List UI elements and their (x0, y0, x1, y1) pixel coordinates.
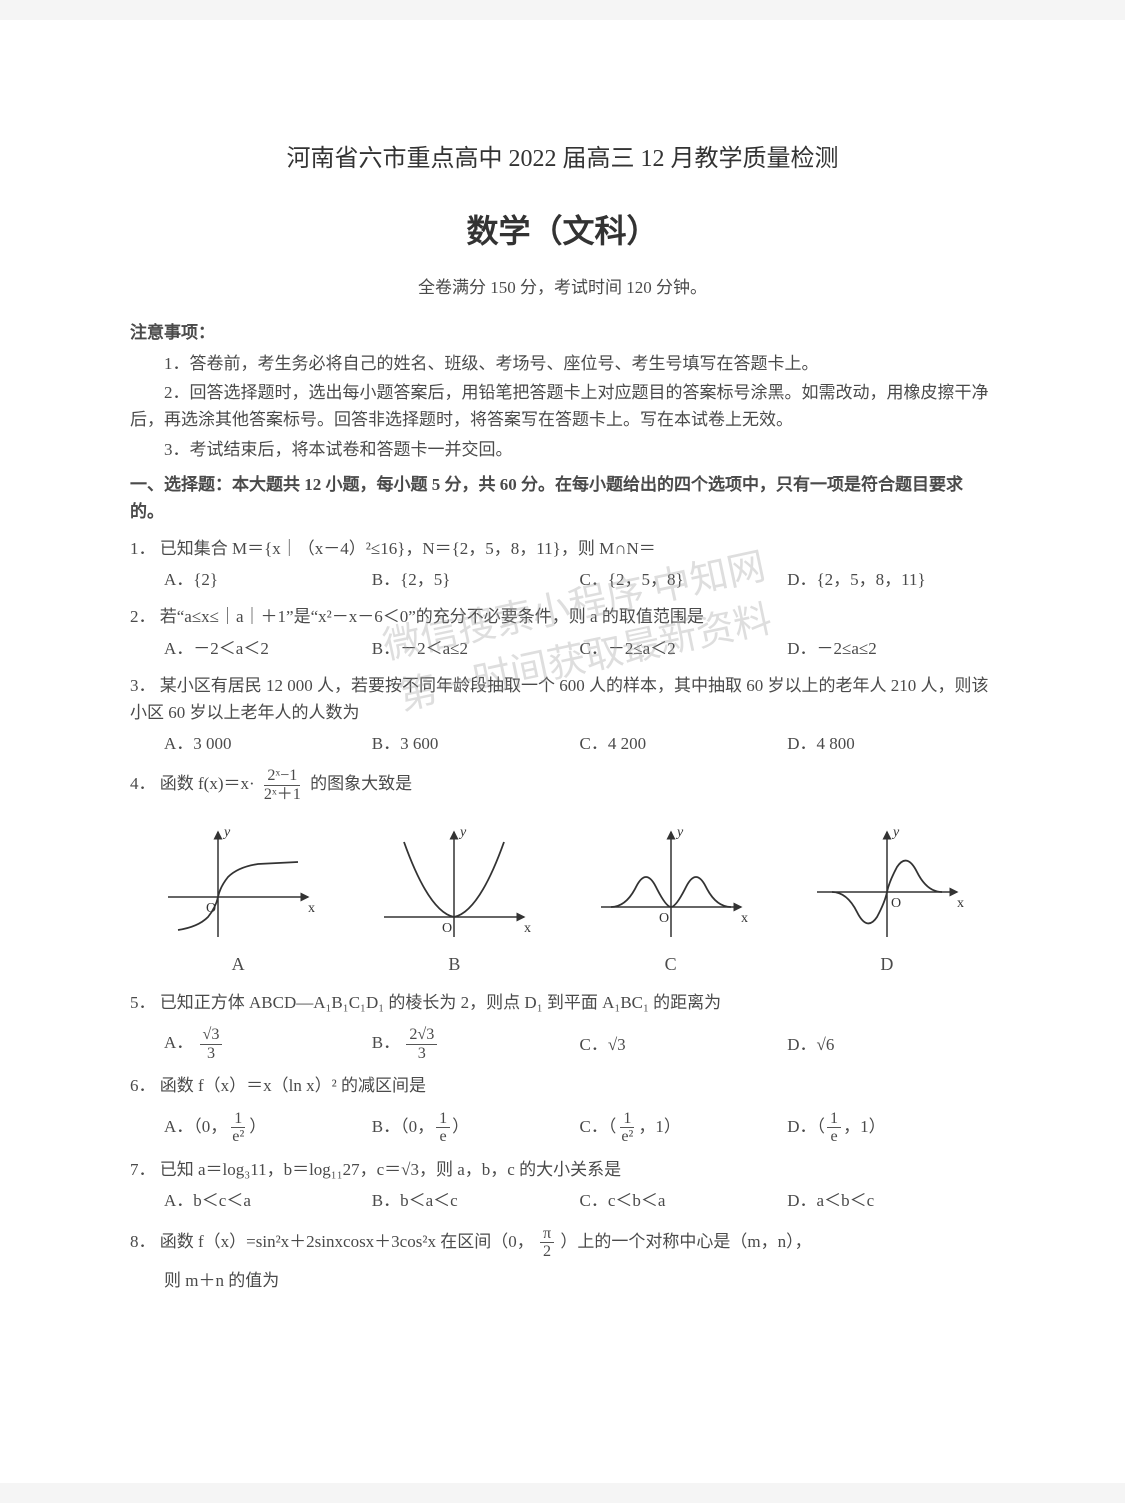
q1-opt-d: D．{2，5，8，11} (787, 566, 995, 593)
graph-d-o-label: O (891, 896, 901, 911)
notice-item-3: 3．考试结束后，将本试卷和答题卡一并交回。 (130, 436, 995, 463)
q5-num: 5． (130, 993, 156, 1012)
graph-b-label: B (364, 950, 544, 979)
graph-b-y-label: y (458, 825, 467, 840)
question-5: 5． 已知正方体 ABCD—A₁B₁C₁D₁ 的棱长为 2，则点 D₁ 到平面 … (130, 989, 995, 1016)
q5-opt-c: C．√3 (580, 1031, 788, 1058)
graph-b-o-label: O (442, 921, 452, 936)
q3-num: 3． (130, 676, 156, 695)
notice-item-1: 1．答卷前，考生务必将自己的姓名、班级、考场号、座位号、考生号填写在答题卡上。 (130, 350, 995, 377)
exam-page: 微信搜索小程序 中知网 第一时间获取最新资料 河南省六市重点高中 2022 届高… (0, 20, 1125, 1483)
q6-num: 6． (130, 1076, 156, 1095)
question-2: 2． 若“a≤x≤｜a｜＋1”是“x²－x－6＜0”的充分不必要条件，则 a 的… (130, 603, 995, 630)
graph-c-svg: x y O (591, 822, 751, 942)
exam-header-info: 全卷满分 150 分，考试时间 120 分钟。 (130, 274, 995, 301)
q5-text: 已知正方体 ABCD—A₁B₁C₁D₁ 的棱长为 2，则点 D₁ 到平面 A₁B… (160, 993, 721, 1012)
graph-d-label: D (797, 950, 977, 979)
graph-c-label: C (581, 950, 761, 979)
q6-text: 函数 f（x）＝x（ln x）² 的减区间是 (160, 1076, 426, 1095)
q2-opt-a: A．－2＜a＜2 (164, 635, 372, 662)
graph-a-x-label: x (308, 901, 315, 916)
q2-opt-b: B．－2＜a≤2 (372, 635, 580, 662)
q3-opt-c: C．4 200 (580, 730, 788, 757)
graph-a-y-label: y (222, 825, 231, 840)
q4-graphs: x y O A x y O B (130, 822, 995, 979)
q1-opt-c: C．{2，5，8} (580, 566, 788, 593)
q3-opt-d: D．4 800 (787, 730, 995, 757)
q1-num: 1． (130, 539, 156, 558)
graph-d-y-label: y (891, 825, 900, 840)
q3-opt-b: B．3 600 (372, 730, 580, 757)
q8-num: 8． (130, 1232, 156, 1251)
q3-options: A．3 000 B．3 600 C．4 200 D．4 800 (164, 730, 995, 757)
q3-text: 某小区有居民 12 000 人，若要按不同年龄段抽取一个 600 人的样本，其中… (130, 676, 989, 722)
question-3: 3． 某小区有居民 12 000 人，若要按不同年龄段抽取一个 600 人的样本… (130, 672, 995, 726)
q7-opt-d: D．a＜b＜c (787, 1187, 995, 1214)
q5-opt-b: B． 2√33 (372, 1026, 580, 1063)
exam-header-line1: 河南省六市重点高中 2022 届高三 12 月教学质量检测 (130, 140, 995, 178)
graph-c-y-label: y (675, 825, 684, 840)
q4-formula-lhs: f(x)＝x· (198, 775, 255, 794)
graph-c-x-label: x (741, 911, 748, 926)
graph-a-label: A (148, 950, 328, 979)
question-7: 7． 已知 a＝log₃11，b＝log₁₁27，c＝√3，则 a，b，c 的大… (130, 1156, 995, 1183)
graph-d-x-label: x (957, 896, 964, 911)
q8-text-suffix: ）上的一个对称中心是（m，n）， (560, 1232, 811, 1251)
exam-header-subject: 数学（文科） (130, 206, 995, 257)
notice-item-2: 2．回答选择题时，选出每小题答案后，用铅笔把答题卡上对应题目的答案标号涂黑。如需… (130, 379, 995, 433)
q2-num: 2． (130, 607, 156, 626)
graph-a-svg: x y O (158, 822, 318, 942)
graph-b-x-label: x (524, 921, 531, 936)
q5-opt-d: D．√6 (787, 1031, 995, 1058)
q5-options: A． √33 B． 2√33 C．√3 D．√6 (164, 1026, 995, 1063)
q8-frac: π 2 (540, 1225, 554, 1262)
q4-text-suffix: 的图象大致是 (310, 775, 412, 794)
q8-frac-num: π (540, 1225, 554, 1244)
q2-opt-d: D．－2≤a≤2 (787, 635, 995, 662)
section-1-heading: 一、选择题：本大题共 12 小题，每小题 5 分，共 60 分。在每小题给出的四… (130, 471, 995, 525)
q4-text-prefix: 函数 (160, 775, 198, 794)
question-8: 8． 函数 f（x）=sin²x＋2sinxcosx＋3cos²x 在区间（0，… (130, 1225, 995, 1262)
q6-opt-b: B．（0，1e） (372, 1110, 580, 1147)
graph-a: x y O A (148, 822, 328, 979)
q7-options: A．b＜c＜a B．b＜a＜c C．c＜b＜a D．a＜b＜c (164, 1187, 995, 1214)
q8-text-prefix: 函数 f（x）=sin²x＋2sinxcosx＋3cos²x 在区间（0， (160, 1232, 534, 1251)
q1-opt-b: B．{2，5} (372, 566, 580, 593)
q7-text: 已知 a＝log₃11，b＝log₁₁27，c＝√3，则 a，b，c 的大小关系… (160, 1160, 621, 1179)
q6-opt-a: A．（0，1e²） (164, 1110, 372, 1147)
question-4: 4． 函数 f(x)＝x· 2ˣ−1 2ˣ＋1 的图象大致是 (130, 767, 995, 804)
section-1-heading-text: 一、选择题：本大题共 12 小题，每小题 5 分，共 60 分。在每小题给出的四… (130, 475, 963, 521)
question-1: 1． 已知集合 M＝{x｜（x－4）²≤16}，N＝{2，5，8，11}，则 M… (130, 535, 995, 562)
q7-opt-b: B．b＜a＜c (372, 1187, 580, 1214)
q2-opt-c: C．－2≤a＜2 (580, 635, 788, 662)
question-6: 6． 函数 f（x）＝x（ln x）² 的减区间是 (130, 1072, 995, 1099)
q5-opt-a: A． √33 (164, 1026, 372, 1063)
q4-formula-num: 2ˣ−1 (264, 767, 300, 786)
graph-b: x y O B (364, 822, 544, 979)
q6-options: A．（0，1e²） B．（0，1e） C．（1e²，1） D．（1e，1） (164, 1110, 995, 1147)
q7-opt-a: A．b＜c＜a (164, 1187, 372, 1214)
q4-num: 4． (130, 775, 156, 794)
q6-opt-c: C．（1e²，1） (580, 1110, 788, 1147)
q8-line2: 则 m＋n 的值为 (164, 1267, 995, 1294)
graph-b-svg: x y O (374, 822, 534, 942)
q3-opt-a: A．3 000 (164, 730, 372, 757)
graph-c: x y O C (581, 822, 761, 979)
q4-formula-frac: 2ˣ−1 2ˣ＋1 (261, 767, 304, 804)
q7-num: 7． (130, 1160, 156, 1179)
q7-opt-c: C．c＜b＜a (580, 1187, 788, 1214)
q2-text: 若“a≤x≤｜a｜＋1”是“x²－x－6＜0”的充分不必要条件，则 a 的取值范… (160, 607, 704, 626)
q1-options: A．{2} B．{2，5} C．{2，5，8} D．{2，5，8，11} (164, 566, 995, 593)
q1-opt-a: A．{2} (164, 566, 372, 593)
q6-opt-d: D．（1e，1） (787, 1110, 995, 1147)
q4-formula-den: 2ˣ＋1 (261, 786, 304, 804)
graph-d-svg: x y O (807, 822, 967, 942)
q2-options: A．－2＜a＜2 B．－2＜a≤2 C．－2≤a＜2 D．－2≤a≤2 (164, 635, 995, 662)
q8-frac-den: 2 (540, 1243, 554, 1261)
q1-text: 已知集合 M＝{x｜（x－4）²≤16}，N＝{2，5，8，11}，则 M∩N＝ (160, 539, 656, 558)
graph-d: x y O D (797, 822, 977, 979)
graph-c-o-label: O (659, 911, 669, 926)
notice-title: 注意事项： (130, 319, 995, 346)
